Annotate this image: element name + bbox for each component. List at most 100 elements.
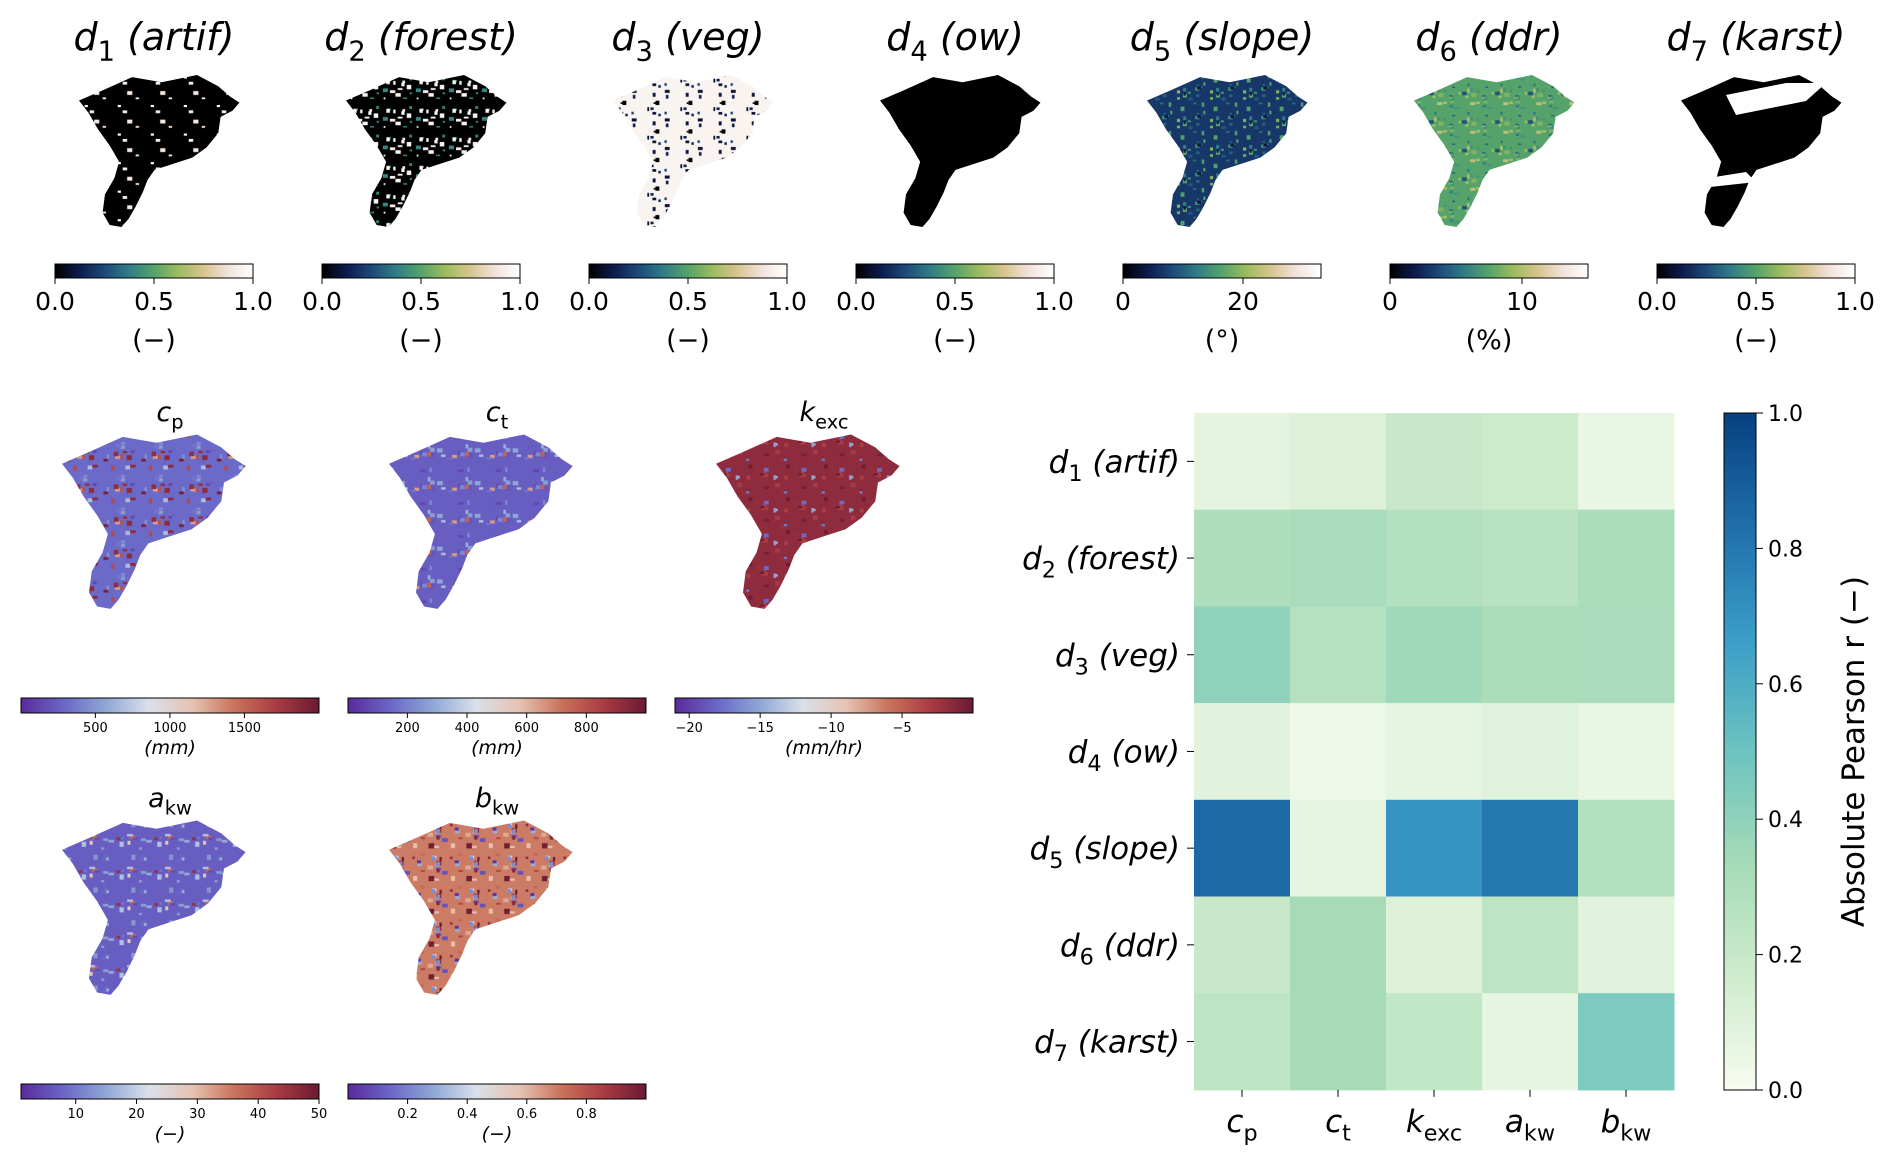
- heatmap-cell: [1194, 413, 1291, 511]
- descriptor-colorbar: [1122, 263, 1322, 279]
- colorbar-tick-label: 0.5: [134, 287, 174, 316]
- colorbar-tick-label: 0.5: [1736, 287, 1776, 316]
- colorbar-unit: (mm/hr): [785, 737, 863, 759]
- heatmap-cell: [1290, 413, 1387, 511]
- colorbar-tick-label: 0.5: [401, 287, 441, 316]
- descriptor-colorbar: [321, 263, 521, 279]
- colorbar-tick-label: 10: [67, 1107, 84, 1122]
- column-label: kexc: [1406, 1104, 1462, 1147]
- descriptor-map: [346, 75, 507, 228]
- colorbar-unit: (mm): [144, 737, 196, 759]
- heatmap-cell: [1578, 896, 1675, 994]
- heatmap-cell: [1482, 606, 1579, 704]
- column-label: cp: [1226, 1104, 1257, 1147]
- heatmap-cell: [1386, 413, 1483, 511]
- colorbar-tick-label: 0.0: [35, 287, 75, 316]
- parameter-panel: ct 200 400 600 800 (mm): [347, 397, 647, 759]
- colorbar-tick-label: 0: [1382, 287, 1398, 316]
- colorbar-tick-label: 0.0: [302, 287, 342, 316]
- colorbar-tick-label: 400: [455, 721, 480, 736]
- colorbar-unit: (−): [482, 1123, 513, 1145]
- descriptor-map: [613, 75, 774, 228]
- colorbar-tick-label: 0.8: [1768, 537, 1803, 562]
- colorbar-tick-label: 0.4: [1768, 808, 1803, 833]
- heatmap-cell: [1290, 896, 1387, 994]
- parameter-colorbar: [20, 1083, 320, 1100]
- colorbar-tick-label: 30: [189, 1107, 206, 1122]
- colorbar-tick-label: 1.0: [500, 287, 540, 316]
- descriptor-panel: d2 (forest) 0.0 0.5 1.0 (−): [302, 15, 540, 356]
- descriptor-title: d2 (forest): [324, 15, 518, 68]
- parameter-map: [62, 820, 246, 995]
- colorbar-unit: (°): [1205, 325, 1240, 356]
- descriptor-panel: d4 (ow) 0.0 0.5 1.0 (−): [836, 15, 1074, 356]
- descriptor-title: d4 (ow): [886, 15, 1024, 68]
- colorbar-tick-label: 0.2: [397, 1107, 418, 1122]
- colorbar-tick-label: 1.0: [1034, 287, 1074, 316]
- descriptor-panel: d5 (slope) 0 20 (°): [1115, 15, 1322, 356]
- colorbar-tick-label: 20: [1227, 287, 1259, 316]
- colorbar-tick-label: 0.0: [836, 287, 876, 316]
- colorbar-tick-label: 200: [395, 721, 420, 736]
- row-label: d6 (ddr): [1060, 928, 1180, 971]
- heatmap-cell: [1578, 509, 1675, 607]
- karst-area: [1726, 83, 1826, 115]
- descriptor-title: d1 (artif): [73, 15, 234, 68]
- descriptor-colorbar: [855, 263, 1055, 279]
- colorbar-tick-label: 1500: [228, 721, 261, 736]
- heatmap-cell: [1386, 509, 1483, 607]
- descriptor-panel: d6 (ddr) 0 10 (%): [1382, 15, 1589, 356]
- heatmap-cell: [1386, 799, 1483, 897]
- row-label: d7 (karst): [1034, 1025, 1180, 1068]
- parameter-colorbar: [674, 697, 974, 714]
- descriptor-map: [880, 75, 1041, 228]
- heatmap-cell: [1578, 606, 1675, 704]
- row-label: d4 (ow): [1068, 734, 1180, 777]
- colorbar-tick-label: 40: [250, 1107, 267, 1122]
- parameter-colorbar: [347, 1083, 647, 1100]
- heatmap-colorbar: [1723, 412, 1757, 1091]
- heatmap-cell: [1194, 896, 1291, 994]
- colorbar-tick-label: 0: [1115, 287, 1131, 316]
- descriptor-colorbar: [588, 263, 788, 279]
- descriptor-map: [79, 75, 240, 228]
- heatmap-cell: [1290, 993, 1387, 1091]
- colorbar-tick-label: 0.4: [457, 1107, 478, 1122]
- heatmap-cell: [1194, 799, 1291, 897]
- correlation-heatmap: d1 (artif) d2 (forest) d3 (veg) d4 (ow) d5 (…: [1022, 402, 1872, 1147]
- descriptor-panel: d1 (artif) 0.0 0.5 1.0 (−): [35, 15, 273, 356]
- heatmap-cell: [1290, 606, 1387, 704]
- parameter-colorbar: [20, 697, 320, 714]
- parameter-title: cp: [156, 397, 183, 434]
- heatmap-cell: [1194, 509, 1291, 607]
- parameter-maps-grid: cp 500 1000 1500 (mm) ct 200 400 600 800 (mm) kexc −…: [20, 397, 974, 1145]
- descriptor-title: d7 (karst): [1667, 15, 1846, 68]
- descriptor-colorbar: [1656, 263, 1856, 279]
- colorbar-tick-label: 0.2: [1768, 944, 1803, 969]
- colorbar-tick-label: 600: [514, 721, 539, 736]
- parameter-colorbar: [347, 697, 647, 714]
- colorbar-label: Absolute Pearson r (−): [1836, 576, 1872, 927]
- colorbar-unit: (−): [666, 325, 710, 356]
- descriptor-panel: d3 (veg) 0.0 0.5 1.0 (−): [569, 15, 807, 356]
- colorbar-tick-label: 1.0: [1768, 402, 1803, 427]
- parameter-title: kexc: [799, 397, 848, 434]
- row-label: d5 (slope): [1030, 831, 1180, 874]
- parameter-map: [389, 434, 573, 609]
- colorbar-tick-label: 50: [311, 1107, 328, 1122]
- colorbar-tick-label: 0.0: [1637, 287, 1677, 316]
- heatmap-cell: [1482, 509, 1579, 607]
- karst-area: [1696, 172, 1756, 188]
- parameter-panel: cp 500 1000 1500 (mm): [20, 397, 320, 759]
- parameter-title: akw: [148, 783, 192, 820]
- colorbar-tick-label: 0.0: [1768, 1079, 1803, 1104]
- colorbar-tick-label: −15: [746, 721, 773, 736]
- colorbar-unit: (mm): [471, 737, 523, 759]
- heatmap-cell: [1290, 703, 1387, 801]
- colorbar-tick-label: 20: [128, 1107, 145, 1122]
- row-label: d1 (artif): [1049, 444, 1180, 487]
- colorbar-tick-label: 0.8: [576, 1107, 597, 1122]
- descriptor-title: d3 (veg): [611, 15, 764, 68]
- descriptor-title: d5 (slope): [1130, 15, 1314, 68]
